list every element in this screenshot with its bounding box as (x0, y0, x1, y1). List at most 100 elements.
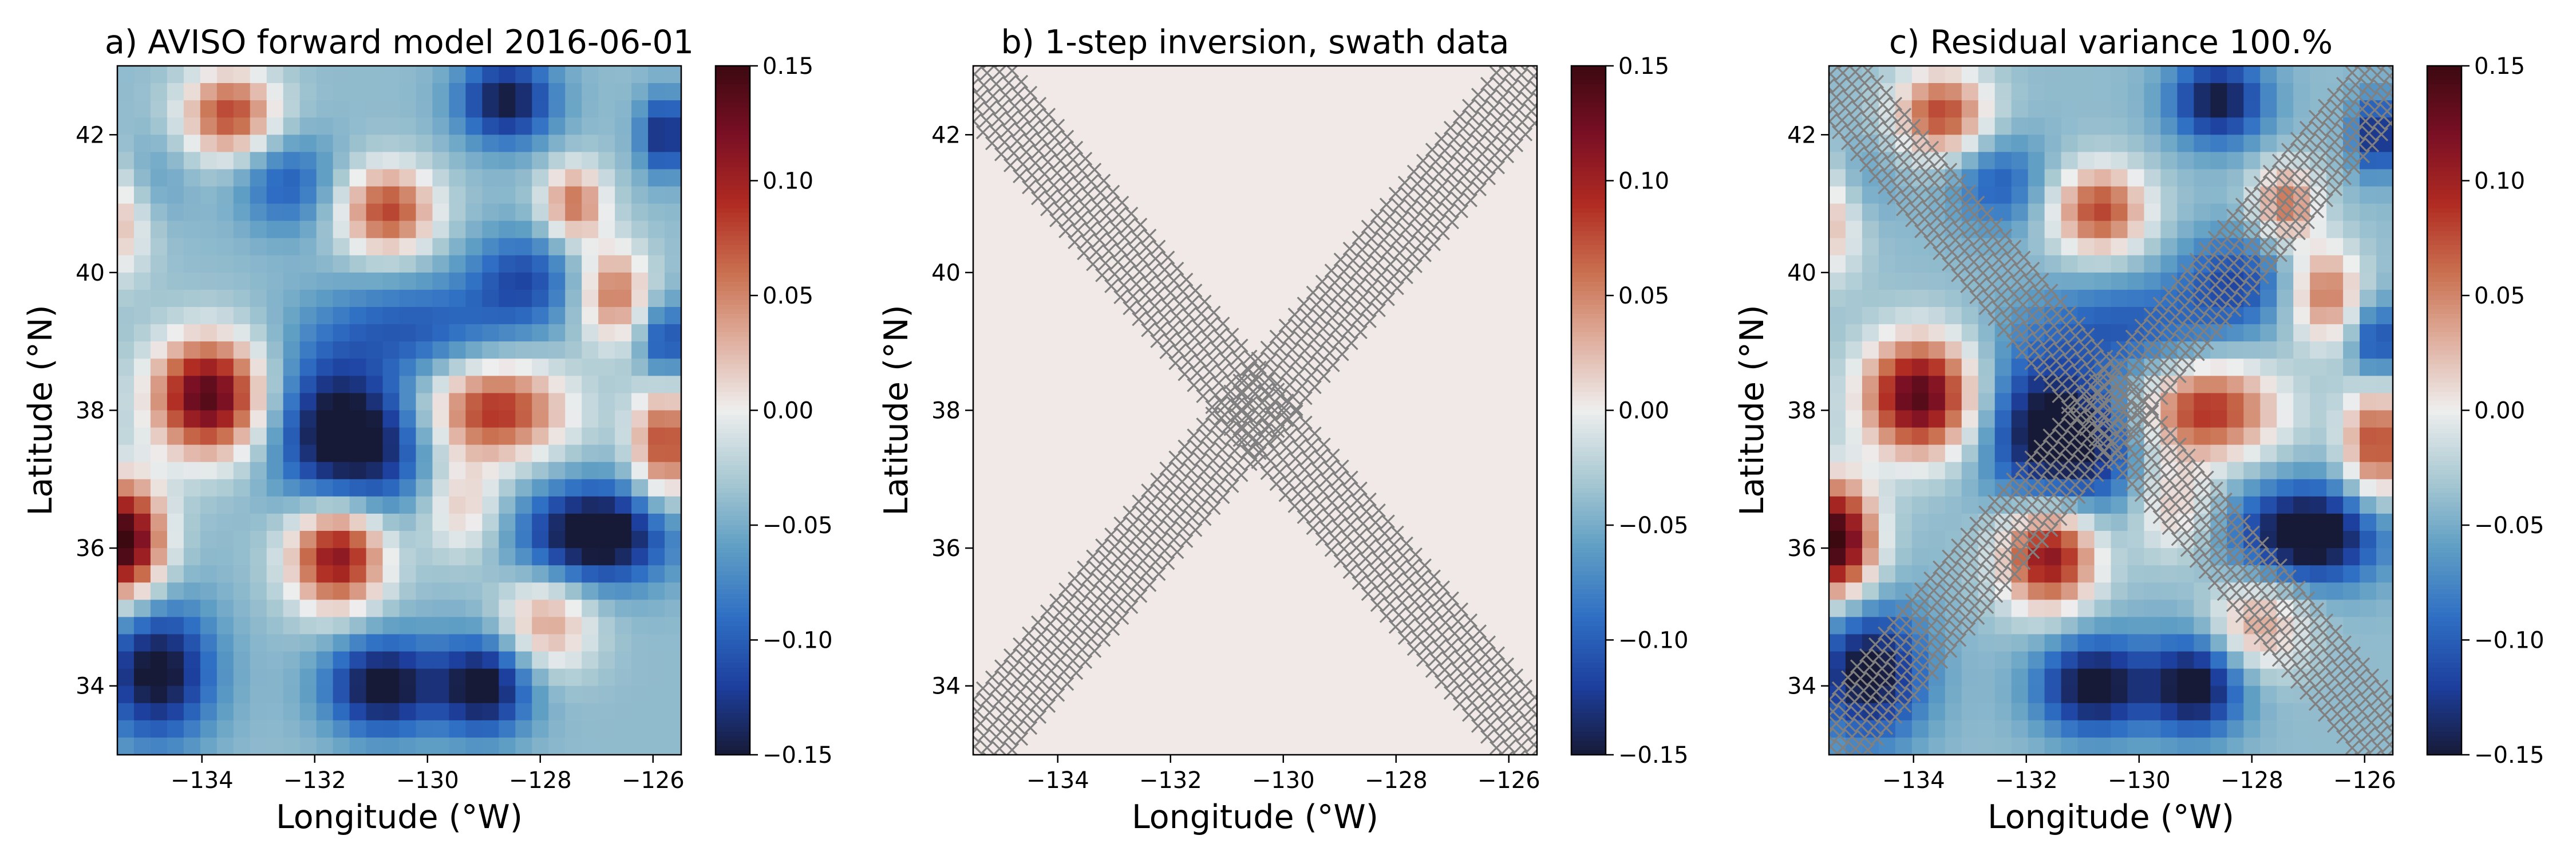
heatmap-cell (1945, 341, 1962, 359)
heatmap-cell (216, 272, 234, 290)
swath-marker (2214, 551, 2229, 566)
heatmap-cell (117, 238, 135, 256)
heatmap-cell (382, 341, 400, 359)
heatmap-cell (2144, 135, 2162, 152)
swath-marker (2366, 66, 2381, 70)
heatmap-cell (598, 720, 615, 738)
swath-marker (1172, 344, 1186, 358)
heatmap-cell (283, 272, 301, 290)
heatmap-cell (2044, 600, 2062, 617)
heatmap-cell (2011, 410, 2029, 428)
swath-marker (1061, 594, 1076, 609)
swath-marker (2174, 286, 2188, 301)
swath-marker (1960, 279, 1974, 293)
swath-marker (1472, 671, 1486, 686)
heatmap-cell (333, 462, 350, 480)
heatmap-cell (233, 444, 251, 463)
swath-marker (1080, 572, 1095, 587)
heatmap-cell (2210, 376, 2227, 394)
heatmap-cell (2293, 720, 2310, 738)
heatmap-cell (416, 203, 433, 222)
swath-marker (2266, 629, 2280, 644)
heatmap-cell (216, 238, 234, 256)
heatmap-cell (2094, 531, 2112, 549)
swath-marker (2144, 451, 2159, 466)
heatmap-cell (2227, 617, 2244, 635)
swath-marker (1167, 533, 1181, 547)
heatmap-cell (216, 651, 234, 669)
swath-marker (2334, 159, 2349, 174)
heatmap-cell (316, 737, 334, 755)
heatmap-cell (2376, 496, 2393, 514)
swath-marker (1487, 101, 1501, 115)
heatmap-cell (2061, 100, 2079, 118)
heatmap-cell (565, 600, 582, 617)
heatmap-cell (382, 668, 400, 687)
heatmap-cell (117, 135, 135, 152)
heatmap-cell (349, 169, 367, 187)
heatmap-cell (499, 479, 516, 497)
colorbar-segment (1571, 167, 1606, 172)
heatmap-cell (598, 444, 615, 463)
heatmap-cell (2044, 203, 2062, 222)
swath-marker (2392, 107, 2393, 119)
heatmap-cell (316, 100, 334, 118)
heatmap-cell (532, 186, 549, 204)
colorbar-segment (716, 543, 750, 549)
heatmap-cell (2127, 496, 2145, 514)
swath-marker (2046, 366, 2060, 380)
heatmap-cell (1911, 289, 1929, 308)
heatmap-cell (615, 600, 632, 617)
swath-marker (1917, 594, 1932, 609)
heatmap-cell (2111, 600, 2128, 617)
heatmap-cell (2376, 272, 2393, 290)
heatmap-cell (449, 462, 466, 480)
swath-marker (2345, 740, 2360, 755)
swath-marker (1842, 89, 1856, 103)
heatmap-cell (582, 324, 599, 342)
swath-marker (1175, 474, 1190, 489)
swath-marker (2377, 714, 2391, 729)
heatmap-cell (482, 169, 499, 187)
swath-marker (1167, 273, 1181, 288)
swath-marker (1982, 242, 1997, 256)
heatmap-cell (1878, 410, 1896, 428)
heatmap-cell (1911, 324, 1929, 342)
heatmap-cell (432, 582, 450, 600)
swath-marker (2006, 287, 2021, 301)
heatmap-cell (2177, 203, 2194, 222)
swath-marker (1352, 230, 1366, 245)
swath-marker (1200, 329, 1214, 344)
heatmap-cell (449, 117, 466, 135)
heatmap-cell (250, 444, 267, 463)
swath-marker (2325, 636, 2340, 651)
heatmap-cell (615, 703, 632, 721)
colorbar-segment (1571, 492, 1606, 498)
heatmap-cell (382, 513, 400, 531)
heatmap-cell (1945, 410, 1962, 428)
heatmap-cell (2028, 169, 2045, 187)
heatmap-cell (548, 376, 566, 394)
swath-marker (2187, 335, 2202, 349)
heatmap-cell (582, 272, 599, 290)
swath-marker (1512, 703, 1526, 718)
swath-marker (2223, 562, 2238, 577)
swath-marker (1502, 739, 1516, 754)
swath-marker (2138, 378, 2153, 392)
heatmap-cell (532, 444, 549, 463)
swath-marker (1081, 620, 1095, 634)
heatmap-cell (366, 496, 384, 514)
heatmap-cell (548, 565, 566, 583)
swath-marker (1388, 187, 1403, 201)
swath-marker (1058, 582, 1073, 597)
swath-marker (2116, 340, 2130, 355)
heatmap-cell (133, 289, 151, 308)
swath-marker (2120, 400, 2135, 414)
swath-marker (2153, 463, 2168, 477)
heatmap-cell (382, 255, 400, 273)
colorbar-segment (716, 272, 750, 278)
swath-marker (1899, 616, 1914, 631)
heatmap-cell (515, 220, 532, 239)
heatmap-cell (515, 634, 532, 652)
heatmap-cell (167, 548, 184, 566)
